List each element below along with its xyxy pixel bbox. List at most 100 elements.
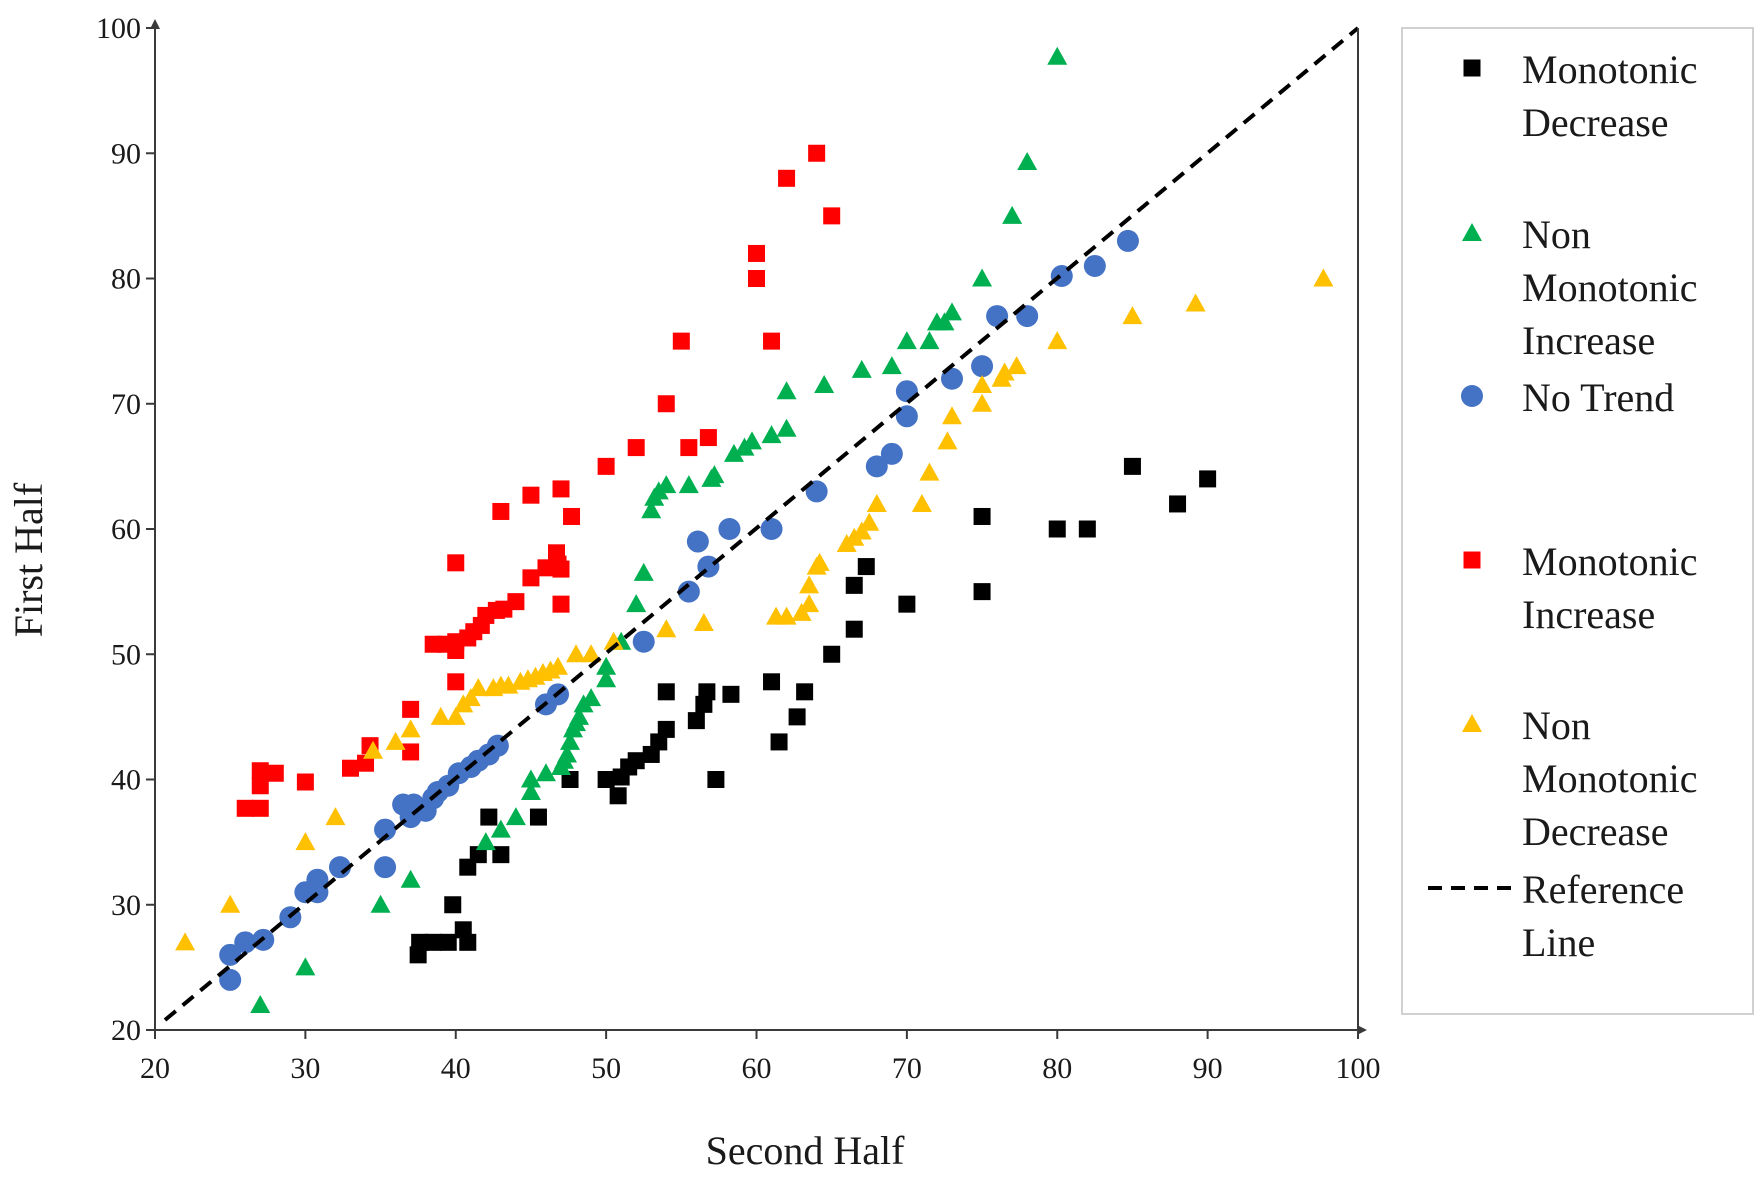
legend-label: Monotonic xyxy=(1522,265,1698,310)
y-tick-label: 50 xyxy=(111,638,141,671)
data-point xyxy=(552,595,570,613)
x-tick-label: 70 xyxy=(892,1052,922,1085)
data-point xyxy=(460,688,481,707)
x-tick-label: 80 xyxy=(1042,1052,1072,1085)
data-point xyxy=(770,733,788,751)
data-point xyxy=(1016,305,1039,328)
data-point xyxy=(1006,356,1027,375)
data-point xyxy=(557,744,578,763)
data-point xyxy=(778,169,796,187)
legend-item-monotonic_decrease: Monotonic Decrease xyxy=(1463,47,1698,145)
x-tick-label: 30 xyxy=(290,1052,320,1085)
series-monotonic_increase xyxy=(236,144,841,817)
data-point xyxy=(656,475,677,494)
data-point xyxy=(475,832,496,851)
data-point xyxy=(823,207,841,225)
legend-label: Non xyxy=(1522,703,1591,748)
legend-label: Decrease xyxy=(1522,809,1669,854)
data-point xyxy=(911,493,932,512)
data-point xyxy=(596,656,617,675)
data-point xyxy=(763,673,781,691)
legend-label: Monotonic xyxy=(1522,756,1698,801)
data-point xyxy=(548,544,566,562)
legend-item-non_monotonic_increase: Non Monotonic Increase xyxy=(1462,212,1698,363)
y-axis-title: First Half xyxy=(6,482,51,637)
data-point xyxy=(560,731,581,750)
reference-line xyxy=(163,26,1360,1022)
data-point xyxy=(400,869,421,888)
y-tick-label: 90 xyxy=(111,137,141,170)
data-point xyxy=(357,754,375,772)
data-point xyxy=(234,931,257,954)
data-point xyxy=(1002,205,1023,224)
data-point xyxy=(656,619,677,638)
data-point xyxy=(776,418,797,437)
data-point xyxy=(520,782,541,801)
data-point xyxy=(1123,457,1141,475)
plot-area xyxy=(163,26,1360,1022)
data-point xyxy=(857,558,875,576)
data-point xyxy=(1122,306,1143,325)
data-point xyxy=(535,763,556,782)
data-point xyxy=(672,332,690,350)
data-point xyxy=(507,593,525,611)
data-point xyxy=(896,331,917,350)
data-point xyxy=(385,731,406,750)
legend-swatch xyxy=(1462,223,1482,241)
axes: 20 30 40 50 60 70 80 90 100 20 30 40 50 60 70 80 90 100 xyxy=(96,12,1381,1085)
data-point xyxy=(973,507,991,525)
data-point xyxy=(236,799,254,817)
data-point xyxy=(748,270,765,287)
data-point xyxy=(563,507,581,525)
data-point xyxy=(480,808,498,826)
data-point xyxy=(561,771,579,788)
legend-item-non_monotonic_decrease: Non Monotonic Decrease xyxy=(1462,703,1698,854)
data-point xyxy=(805,480,828,503)
data-point xyxy=(1083,254,1106,277)
data-point xyxy=(1169,495,1187,513)
data-point xyxy=(677,580,700,603)
data-point xyxy=(693,612,714,631)
data-point xyxy=(776,606,797,625)
data-point xyxy=(641,500,662,519)
data-point xyxy=(402,743,420,761)
y-tick-label: 100 xyxy=(96,12,141,45)
data-point xyxy=(776,381,797,400)
series-non_monotonic_decrease xyxy=(175,268,1334,951)
legend-label: Reference xyxy=(1522,867,1684,912)
data-point xyxy=(1017,152,1038,171)
data-point xyxy=(657,683,675,701)
data-point xyxy=(522,569,540,587)
data-point xyxy=(940,367,963,390)
data-point xyxy=(328,856,351,879)
data-point xyxy=(859,512,880,531)
data-point xyxy=(678,475,699,494)
data-point xyxy=(898,595,916,613)
data-point xyxy=(973,583,991,601)
data-point xyxy=(941,406,962,425)
data-point xyxy=(941,302,962,321)
data-point xyxy=(919,331,940,350)
data-point xyxy=(1047,331,1068,350)
y-tick-label: 20 xyxy=(111,1014,141,1047)
data-point xyxy=(971,355,994,378)
data-point xyxy=(306,868,329,891)
data-point xyxy=(972,374,993,393)
legend-label: Decrease xyxy=(1522,100,1669,145)
data-point xyxy=(865,455,888,478)
data-point xyxy=(845,576,863,594)
data-point xyxy=(627,752,645,770)
data-point xyxy=(424,933,442,951)
y-tick-label: 40 xyxy=(111,764,141,797)
y-tick-label: 60 xyxy=(111,513,141,546)
data-point xyxy=(581,644,602,663)
data-point xyxy=(763,332,781,350)
data-point xyxy=(439,933,457,951)
series-monotonic_decrease xyxy=(409,457,1217,964)
data-point xyxy=(325,807,346,826)
data-point xyxy=(799,575,820,594)
data-point xyxy=(220,894,241,913)
data-point xyxy=(569,706,590,725)
data-point xyxy=(657,395,675,413)
data-point xyxy=(934,312,955,331)
